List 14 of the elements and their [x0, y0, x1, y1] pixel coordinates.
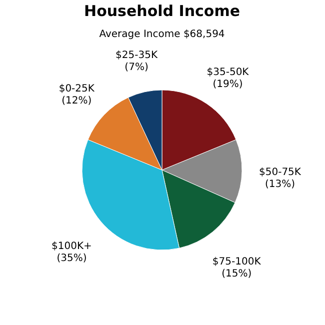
data-label: (19%) — [212, 79, 243, 90]
slice-label: $100K+ — [52, 241, 92, 252]
slice-label: $25-35K — [116, 50, 158, 61]
chart-subtitle: Average Income $68,594 — [99, 29, 225, 40]
slice-label: $0-25K — [58, 84, 95, 95]
slice-label: $35-50K — [206, 67, 250, 78]
data-label: (12%) — [62, 96, 92, 107]
data-label: (15%) — [222, 268, 252, 280]
data-label: (13%) — [264, 178, 296, 190]
slice-label: $75-100K — [212, 256, 262, 268]
chart-title: Household Income — [84, 2, 240, 20]
data-label: (7%) — [124, 62, 148, 73]
slice-label: $50-75K — [258, 166, 302, 178]
data-label: (35%) — [56, 253, 87, 264]
